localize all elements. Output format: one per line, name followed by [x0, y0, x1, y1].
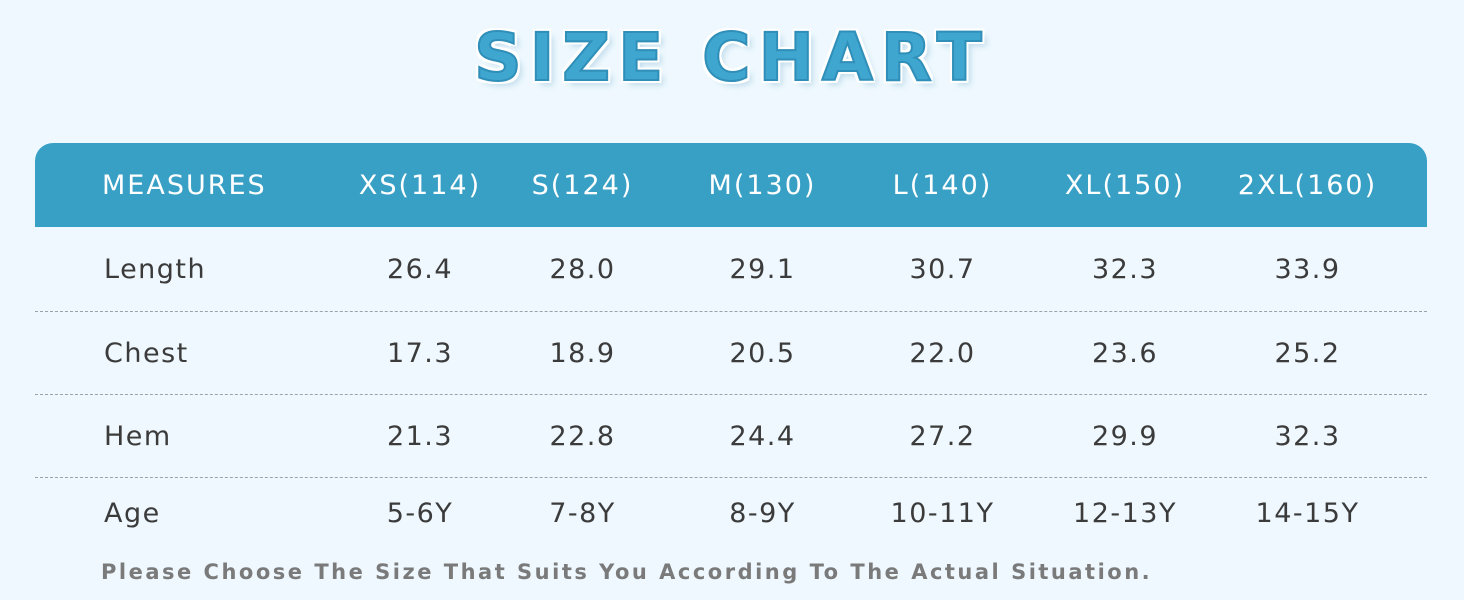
header-size-s: S(124) — [531, 169, 634, 201]
table-cell: 33.9 — [1274, 253, 1341, 285]
table-cell: 29.1 — [729, 253, 796, 285]
row-divider — [35, 394, 1427, 395]
header-size-xl: XL(150) — [1064, 169, 1186, 201]
table-cell: 14-15Y — [1255, 497, 1360, 529]
table-cell: 12-13Y — [1073, 497, 1177, 529]
table-cell: 21.3 — [386, 420, 454, 452]
table-cell: 29.9 — [1091, 420, 1159, 452]
table-cell: 18.9 — [549, 337, 616, 369]
table-cell: 8-9Y — [729, 497, 796, 529]
table-cell: 24.4 — [729, 420, 796, 452]
table-cell: 7-8Y — [549, 497, 616, 529]
table-cell: 5-6Y — [386, 497, 454, 529]
header-size-l: L(140) — [892, 169, 993, 201]
table-cell: 27.2 — [909, 420, 976, 452]
size-chart-table: MEASURES XS(114) S(124) M(130) L(140) XL… — [35, 143, 1427, 548]
table-cell: 26.4 — [386, 253, 454, 285]
row-divider — [35, 477, 1427, 478]
row-label: Hem — [104, 420, 172, 452]
table-cell: 32.3 — [1274, 420, 1341, 452]
table-row-hem: Hem 21.3 22.8 24.4 27.2 29.9 32.3 — [35, 395, 1427, 477]
page-title: SIZE CHART — [473, 18, 990, 97]
table-row-age: Age 5-6Y 7-8Y 8-9Y 10-11Y 12-13Y 14-15Y — [35, 478, 1427, 548]
row-label: Chest — [104, 337, 189, 369]
table-row-length: Length 26.4 28.0 29.1 30.7 32.3 33.9 — [35, 227, 1427, 311]
table-row-chest: Chest 17.3 18.9 20.5 22.0 23.6 25.2 — [35, 312, 1427, 394]
row-divider — [35, 311, 1427, 312]
table-cell: 32.3 — [1091, 253, 1159, 285]
table-cell: 10-11Y — [890, 497, 995, 529]
table-cell: 28.0 — [549, 253, 616, 285]
row-label: Age — [104, 497, 161, 529]
table-cell: 17.3 — [386, 337, 454, 369]
header-size-2xl: 2XL(160) — [1237, 169, 1378, 201]
table-header-row: MEASURES XS(114) S(124) M(130) L(140) XL… — [35, 143, 1427, 227]
table-cell: 30.7 — [909, 253, 976, 285]
table-cell: 22.8 — [549, 420, 616, 452]
table-cell: 20.5 — [729, 337, 796, 369]
header-size-xs: XS(114) — [358, 169, 482, 201]
header-measures: MEASURES — [102, 169, 267, 201]
table-cell: 25.2 — [1274, 337, 1341, 369]
footnote-text: Please Choose The Size That Suits You Ac… — [101, 560, 1153, 584]
table-cell: 23.6 — [1091, 337, 1159, 369]
row-label: Length — [104, 253, 207, 285]
header-size-m: M(130) — [708, 169, 817, 201]
table-cell: 22.0 — [909, 337, 976, 369]
